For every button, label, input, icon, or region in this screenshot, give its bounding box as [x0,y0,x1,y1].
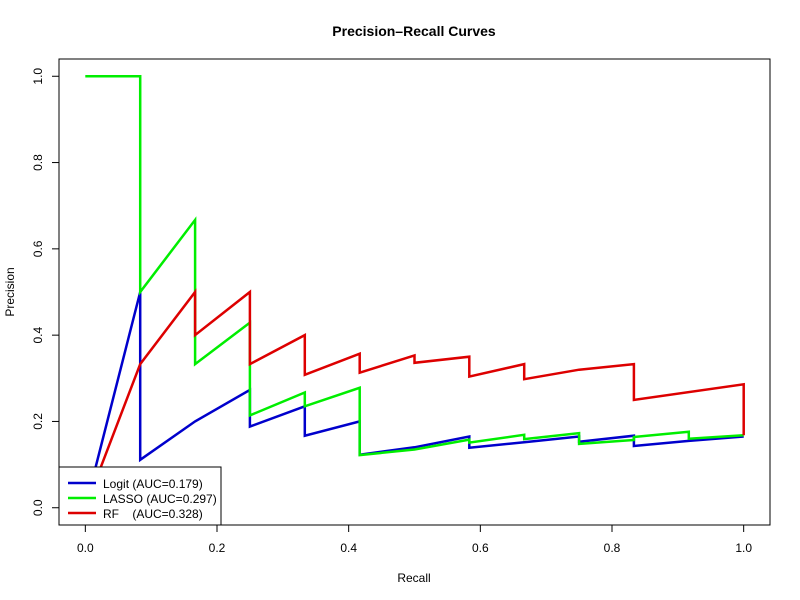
y-tick-label: 0.0 [31,499,45,516]
x-tick-label: 1.0 [735,541,752,555]
x-axis-label: Recall [397,571,430,585]
legend-label-lasso: LASSO (AUC=0.297) [103,492,217,506]
y-tick-label: 0.4 [31,326,45,343]
legend-label-rf: RF (AUC=0.328) [103,507,203,521]
series-line-rf [84,288,745,509]
y-tick-label: 0.6 [31,240,45,257]
legend: Logit (AUC=0.179) LASSO (AUC=0.297) RF (… [58,466,222,526]
legend-label-logit: Logit (AUC=0.179) [103,477,203,491]
y-tick-label: 0.8 [31,154,45,171]
x-tick-label: 0.4 [340,541,357,555]
x-axis: 0.0 0.2 0.4 0.6 0.8 1.0 [77,525,752,555]
series-line-logit [84,291,744,509]
x-tick-label: 0.0 [77,541,94,555]
legend-box [58,466,222,526]
series-layer [84,75,745,509]
y-axis: 0.0 0.2 0.4 0.6 0.8 1.0 [31,68,59,516]
y-tick-label: 0.2 [31,413,45,430]
y-tick-label: 1.0 [31,68,45,85]
x-tick-label: 0.2 [209,541,226,555]
y-axis-label: Precision [3,267,17,316]
x-tick-label: 0.8 [604,541,621,555]
plot-frame [58,58,771,526]
chart-title: Precision–Recall Curves [332,23,496,39]
x-tick-label: 0.6 [472,541,489,555]
